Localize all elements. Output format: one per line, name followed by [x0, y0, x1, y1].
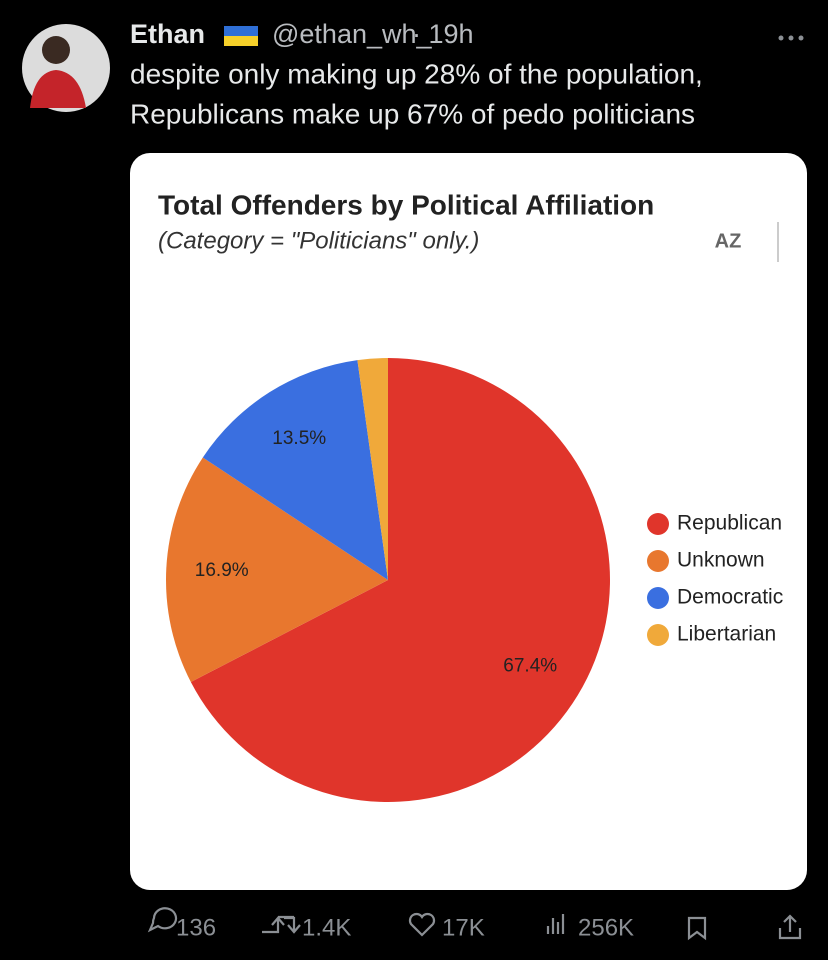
repost-icon[interactable] — [262, 915, 301, 934]
legend-swatch — [647, 624, 669, 646]
like-icon[interactable] — [408, 912, 436, 937]
avatar-body — [30, 70, 86, 108]
action-icons — [147, 907, 802, 941]
sort-icon-glyph: AZ — [715, 230, 742, 252]
share-icon[interactable] — [778, 914, 802, 940]
legend-label: Libertarian — [677, 623, 776, 646]
repost-count: 1.4K — [302, 914, 351, 941]
slice-label: 16.9% — [195, 560, 249, 581]
reply-count: 136 — [176, 914, 216, 941]
legend-label: Unknown — [677, 549, 765, 572]
legend-label: Republican — [677, 512, 782, 535]
tweet-text: Republicans make up 67% of pedo politici… — [130, 98, 695, 129]
flag-top — [224, 26, 258, 36]
avatar[interactable] — [22, 24, 110, 112]
views-icon[interactable] — [546, 914, 565, 934]
avatar-head — [42, 36, 70, 64]
pie-slice — [357, 358, 388, 580]
pie-slice — [202, 360, 388, 580]
legend-label: Democratic — [677, 586, 783, 609]
like-count: 17K — [442, 914, 485, 941]
more-menu[interactable] — [778, 35, 804, 41]
bookmark-icon[interactable] — [687, 916, 707, 941]
user-handle[interactable]: @ethan_wh_ — [272, 19, 433, 49]
pie: 67.4% 16.9% 13.5% Republican Unknown Democrat… — [165, 358, 783, 803]
tweet-time: · 19h — [412, 19, 474, 49]
flag — [224, 26, 258, 46]
chart-title: Total Offenders by Political Affiliation — [158, 189, 654, 220]
view-count: 256K — [578, 914, 634, 941]
dot — [778, 35, 784, 41]
dot — [788, 35, 794, 41]
dot — [798, 35, 804, 41]
pie-slice — [190, 358, 610, 803]
pie-slice — [165, 457, 388, 683]
sort-icon: AZ — [715, 222, 779, 262]
reply-icon[interactable] — [147, 907, 178, 933]
slice-label: 13.5% — [272, 428, 326, 449]
chart-subtitle: (Category = "Politicians" only.) — [158, 227, 479, 254]
legend-swatch — [647, 513, 669, 535]
slice-label: 67.4% — [503, 656, 557, 677]
user-name[interactable]: Ethan — [130, 19, 205, 49]
flag-bottom — [224, 36, 258, 46]
legend-swatch — [647, 587, 669, 609]
legend-swatch — [647, 550, 669, 572]
tweet-text: despite only making up 28% of the popula… — [130, 58, 703, 89]
